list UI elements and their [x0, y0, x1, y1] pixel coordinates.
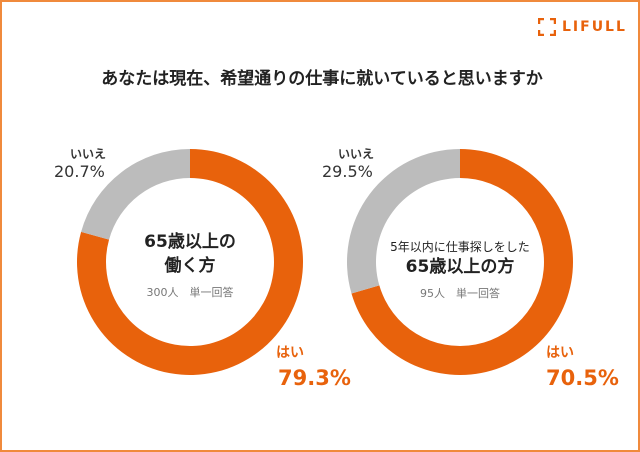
center-subtitle: 5年以内に仕事探しをした — [390, 240, 530, 254]
donut-chart-2 — [347, 149, 573, 375]
slice-no — [347, 149, 460, 294]
no-value-2: 29.5% — [322, 162, 373, 181]
slice-no — [81, 149, 190, 240]
yes-value-2: 70.5% — [546, 366, 619, 390]
logo-text: LIFULL — [562, 19, 627, 35]
yes-label-2: はい — [546, 345, 574, 361]
center-label-1: 65歳以上の 働く方 300人 単一回答 — [110, 230, 270, 300]
center-note: 300人 単一回答 — [146, 286, 234, 299]
lifull-logo: LIFULL — [538, 18, 627, 36]
no-value-1: 20.7% — [54, 162, 105, 181]
center-title: 65歳以上の方 — [405, 257, 515, 277]
no-label-2: いいえ — [338, 147, 375, 161]
center-title-2: 働く方 — [164, 256, 216, 276]
no-label-1: いいえ — [70, 147, 107, 161]
yes-label-1: はい — [276, 345, 304, 361]
center-note: 95人 単一回答 — [420, 287, 500, 300]
center-title: 65歳以上の — [144, 232, 236, 252]
center-label-2: 5年以内に仕事探しをした 65歳以上の方 95人 単一回答 — [380, 238, 540, 301]
chart-title: あなたは現在、希望通りの仕事に就いていると思いますか — [101, 69, 543, 89]
donut-chart-1 — [76, 149, 303, 376]
yes-value-1: 79.3% — [278, 366, 351, 390]
bracket-logo-icon — [538, 18, 556, 36]
